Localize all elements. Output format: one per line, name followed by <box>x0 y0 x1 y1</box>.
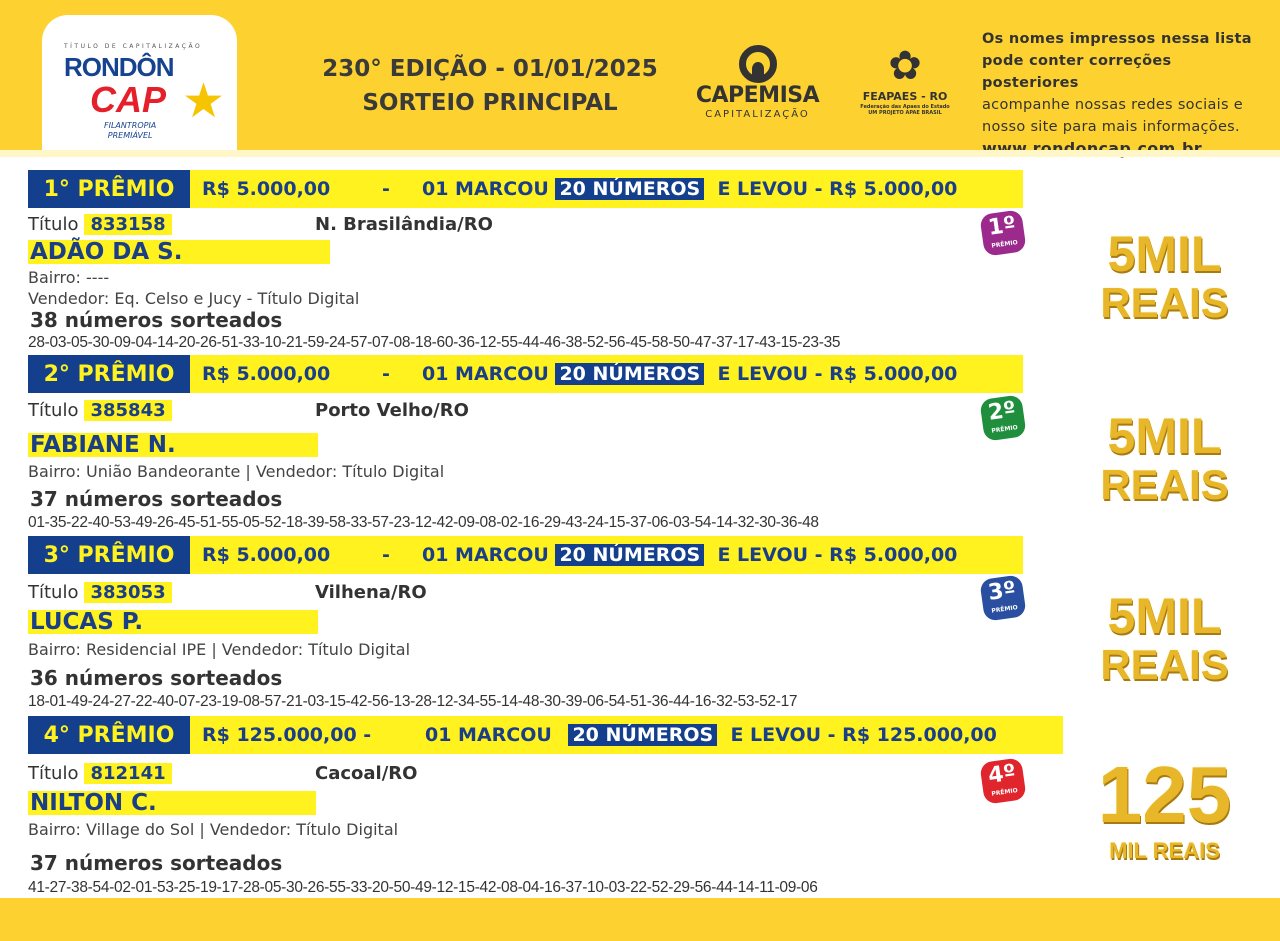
won-amount: E LEVOU - R$ 5.000,00 <box>717 178 958 200</box>
prize-amount: R$ 5.000,00 <box>202 178 331 200</box>
marked-prefix: 01 MARCOU <box>422 178 549 200</box>
marked-count: 20 NÚMEROS <box>555 363 705 385</box>
prize-amount: R$ 5.000,00 <box>202 544 331 566</box>
prize-amount: R$ 5.000,00 <box>202 363 331 385</box>
flower-hands-icon: ✿ <box>888 43 922 89</box>
logo-cap: CAP <box>90 79 167 120</box>
prize-banner: 3° PRÊMIO R$ 5.000,00 - 01 MARCOU 20 NÚM… <box>28 536 1023 574</box>
winner-bairro: Bairro: Residencial IPE | Vendedor: Títu… <box>28 640 411 659</box>
winner-bairro: Bairro: ---- <box>28 268 110 287</box>
separator: - <box>382 544 390 566</box>
winner-name: FABIANE N. <box>28 433 318 457</box>
drawn-numbers: 28-03-05-30-09-04-14-20-26-51-33-10-21-5… <box>28 334 841 351</box>
separator: - <box>382 363 390 385</box>
prize-banner: 2° PRÊMIO R$ 5.000,00 - 01 MARCOU 20 NÚM… <box>28 355 1023 393</box>
separator: - <box>382 178 390 200</box>
prize-amount: R$ 125.000,00 - <box>202 724 372 746</box>
edition-title: 230° EDIÇÃO - 01/01/2025 SORTEIO PRINCIP… <box>300 52 680 120</box>
title-number: 383053 <box>84 582 172 603</box>
prize-art: 125 MIL REAIS <box>1097 750 1232 864</box>
star-icon: ★ <box>182 73 226 129</box>
prize-badge-icon: 4º PRÊMIO <box>979 757 1027 805</box>
prize-banner: 4° PRÊMIO R$ 125.000,00 - 01 MARCOU 20 N… <box>28 716 1063 754</box>
winner-bairro: Bairro: Village do Sol | Vendedor: Títul… <box>28 820 399 839</box>
prize-badge-icon: 2º PRÊMIO <box>979 394 1027 442</box>
capemisa-logo: CAPEMISA CAPITALIZAÇÃO <box>690 45 825 121</box>
winner-name: ADÃO DA S. <box>28 240 330 264</box>
won-amount: E LEVOU - R$ 5.000,00 <box>717 544 958 566</box>
title-number: 812141 <box>84 763 172 784</box>
marked-count: 20 NÚMEROS <box>568 724 718 746</box>
title-row: Título 383053 <box>28 582 172 604</box>
winner-name: LUCAS P. <box>28 610 318 634</box>
prize-rank: 1° PRÊMIO <box>28 170 190 208</box>
logo-tagline: TÍTULO DE CAPITALIZAÇÃO <box>64 43 203 50</box>
header: TÍTULO DE CAPITALIZAÇÃO RONDÔN CAP ★ FIL… <box>0 0 1280 158</box>
rondoncap-logo: TÍTULO DE CAPITALIZAÇÃO RONDÔN CAP ★ FIL… <box>42 15 237 155</box>
winner-name: NILTON C. <box>28 791 316 815</box>
capemisa-icon <box>738 45 777 83</box>
title-number: 833158 <box>84 214 172 235</box>
drawn-numbers: 41-27-38-54-02-01-53-25-19-17-28-05-30-2… <box>28 879 818 896</box>
won-amount: E LEVOU - R$ 125.000,00 <box>730 724 997 746</box>
notice-text: Os nomes impressos nessa lista pode cont… <box>982 28 1267 160</box>
header-divider <box>0 150 1280 157</box>
title-number: 385843 <box>84 400 172 421</box>
logo-name: RONDÔN <box>64 52 175 82</box>
draw-name: SORTEIO PRINCIPAL <box>362 90 618 116</box>
drawn-count: 37 números sorteados <box>30 487 283 511</box>
drawn-numbers: 01-35-22-40-53-49-26-45-51-55-05-52-18-3… <box>28 514 819 531</box>
prize-badge-icon: 1º PRÊMIO <box>979 209 1027 257</box>
edition-date: 230° EDIÇÃO - 01/01/2025 <box>322 56 658 82</box>
feapaes-logo: ✿ FEAPAES - RO Federação das Apaes do Es… <box>855 42 955 116</box>
drawn-count: 36 números sorteados <box>30 666 283 690</box>
title-row: Título 833158 <box>28 214 172 236</box>
marked-prefix: 01 MARCOU <box>422 363 549 385</box>
prize-rank: 2° PRÊMIO <box>28 355 190 393</box>
drawn-count: 38 números sorteados <box>30 308 283 332</box>
winner-bairro: Bairro: União Bandeorante | Vendedor: Tí… <box>28 462 445 481</box>
marked-count: 20 NÚMEROS <box>555 178 705 200</box>
title-row: Título 812141 <box>28 763 172 785</box>
footer-band <box>0 898 1280 941</box>
drawn-numbers: 18-01-49-24-27-22-40-07-23-19-08-57-21-0… <box>28 693 798 710</box>
marked-prefix: 01 MARCOU <box>422 544 549 566</box>
prize-rank: 3° PRÊMIO <box>28 536 190 574</box>
prize-badge-icon: 3º PRÊMIO <box>979 574 1027 622</box>
prize-art: 5MIL REAIS <box>1100 408 1229 508</box>
prize-art: 5MIL REAIS <box>1100 588 1229 688</box>
marked-count: 20 NÚMEROS <box>555 544 705 566</box>
winner-city: Vilhena/RO <box>315 582 427 603</box>
winner-city: Porto Velho/RO <box>315 400 469 421</box>
logo-subtitle: FILANTROPIA PREMIÁVEL <box>104 121 157 140</box>
winner-vendedor: Vendedor: Eq. Celso e Jucy - Título Digi… <box>28 289 360 308</box>
winner-city: N. Brasilândia/RO <box>315 214 493 235</box>
prize-art: 5MIL REAIS <box>1100 226 1229 326</box>
marked-prefix: 01 MARCOU <box>425 724 552 746</box>
drawn-count: 37 números sorteados <box>30 851 283 875</box>
prize-rank: 4° PRÊMIO <box>28 716 190 754</box>
won-amount: E LEVOU - R$ 5.000,00 <box>717 363 958 385</box>
prize-banner: 1° PRÊMIO R$ 5.000,00 - 01 MARCOU 20 NÚM… <box>28 170 1023 208</box>
title-row: Título 385843 <box>28 400 172 422</box>
winner-city: Cacoal/RO <box>315 763 418 784</box>
